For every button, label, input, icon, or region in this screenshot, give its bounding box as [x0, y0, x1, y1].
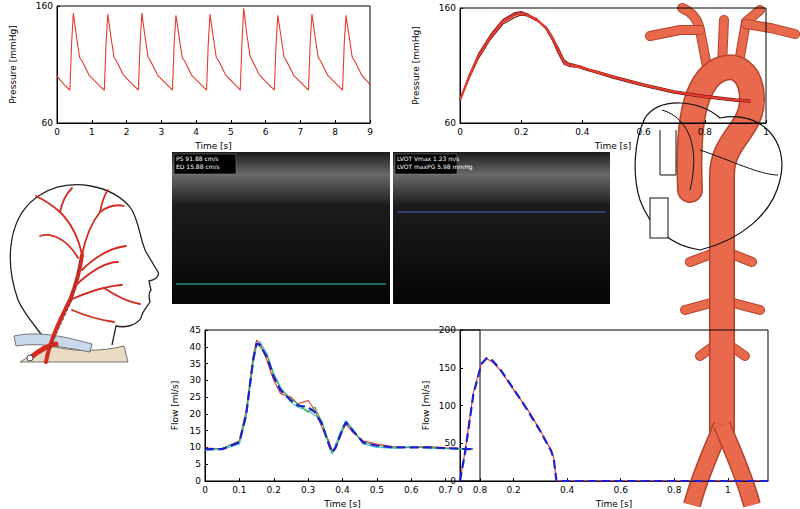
svg-text:10: 10	[190, 442, 202, 452]
svg-text:0.6: 0.6	[614, 485, 629, 495]
svg-text:0.6: 0.6	[404, 485, 419, 495]
svg-text:1: 1	[89, 127, 95, 137]
svg-text:0.8: 0.8	[667, 485, 682, 495]
svg-text:15: 15	[190, 426, 201, 436]
svg-text:0.4: 0.4	[335, 485, 350, 495]
svg-text:LVOT maxPG 5.98 mmHg: LVOT maxPG 5.98 mmHg	[397, 163, 473, 171]
svg-text:Pressure [mmHg]: Pressure [mmHg]	[8, 25, 18, 103]
svg-text:3: 3	[158, 127, 164, 137]
svg-text:0.6: 0.6	[636, 127, 651, 137]
svg-text:LVOT Vmax 1.23 m/s: LVOT Vmax 1.23 m/s	[397, 155, 459, 162]
svg-text:6: 6	[263, 127, 269, 137]
svg-text:0: 0	[54, 127, 60, 137]
svg-text:8: 8	[332, 127, 338, 137]
svg-text:7: 7	[298, 127, 304, 137]
svg-text:0.8: 0.8	[473, 485, 488, 495]
svg-text:0: 0	[195, 476, 201, 486]
svg-text:0: 0	[450, 476, 456, 486]
svg-text:160: 160	[36, 1, 53, 11]
svg-text:0: 0	[457, 127, 463, 137]
svg-text:20: 20	[190, 409, 202, 419]
svg-text:0.7: 0.7	[438, 485, 452, 495]
svg-text:25: 25	[190, 392, 201, 402]
svg-text:0: 0	[202, 485, 208, 495]
svg-text:9: 9	[367, 127, 373, 137]
svg-text:1: 1	[763, 127, 769, 137]
svg-text:0.2: 0.2	[514, 127, 528, 137]
svg-text:ED 15.88 cm/s: ED 15.88 cm/s	[176, 163, 220, 170]
svg-text:200: 200	[439, 325, 456, 335]
svg-text:0.4: 0.4	[575, 127, 590, 137]
svg-text:1: 1	[725, 485, 731, 495]
svg-text:Time [s]: Time [s]	[194, 141, 232, 151]
svg-text:0.8: 0.8	[698, 127, 713, 137]
svg-text:0.1: 0.1	[232, 485, 246, 495]
svg-text:60: 60	[445, 118, 457, 128]
svg-text:30: 30	[190, 375, 202, 385]
svg-text:45: 45	[190, 325, 201, 335]
svg-text:35: 35	[190, 359, 201, 369]
svg-text:5: 5	[195, 459, 201, 469]
svg-text:Time [s]: Time [s]	[323, 499, 361, 509]
svg-text:60: 60	[42, 118, 54, 128]
svg-text:50: 50	[445, 438, 457, 448]
svg-text:4: 4	[193, 127, 199, 137]
svg-text:160: 160	[439, 3, 456, 13]
svg-text:PS 91.88 cm/s: PS 91.88 cm/s	[176, 155, 219, 162]
svg-text:0.5: 0.5	[370, 485, 384, 495]
svg-text:2: 2	[124, 127, 130, 137]
svg-text:Flow [ml/s]: Flow [ml/s]	[170, 381, 180, 430]
svg-text:0: 0	[457, 485, 463, 495]
svg-text:100: 100	[439, 401, 456, 411]
svg-text:0.2: 0.2	[506, 485, 520, 495]
svg-text:Time [s]: Time [s]	[595, 499, 633, 509]
svg-text:5: 5	[228, 127, 234, 137]
svg-text:0.4: 0.4	[560, 485, 575, 495]
svg-text:150: 150	[439, 363, 456, 373]
svg-text:40: 40	[190, 342, 202, 352]
svg-text:0.3: 0.3	[301, 485, 315, 495]
svg-text:0.2: 0.2	[267, 485, 281, 495]
svg-text:Pressure [mmHg]: Pressure [mmHg]	[411, 26, 421, 104]
svg-text:Time [s]: Time [s]	[594, 141, 632, 151]
svg-text:Flow [ml/s]: Flow [ml/s]	[421, 381, 431, 430]
